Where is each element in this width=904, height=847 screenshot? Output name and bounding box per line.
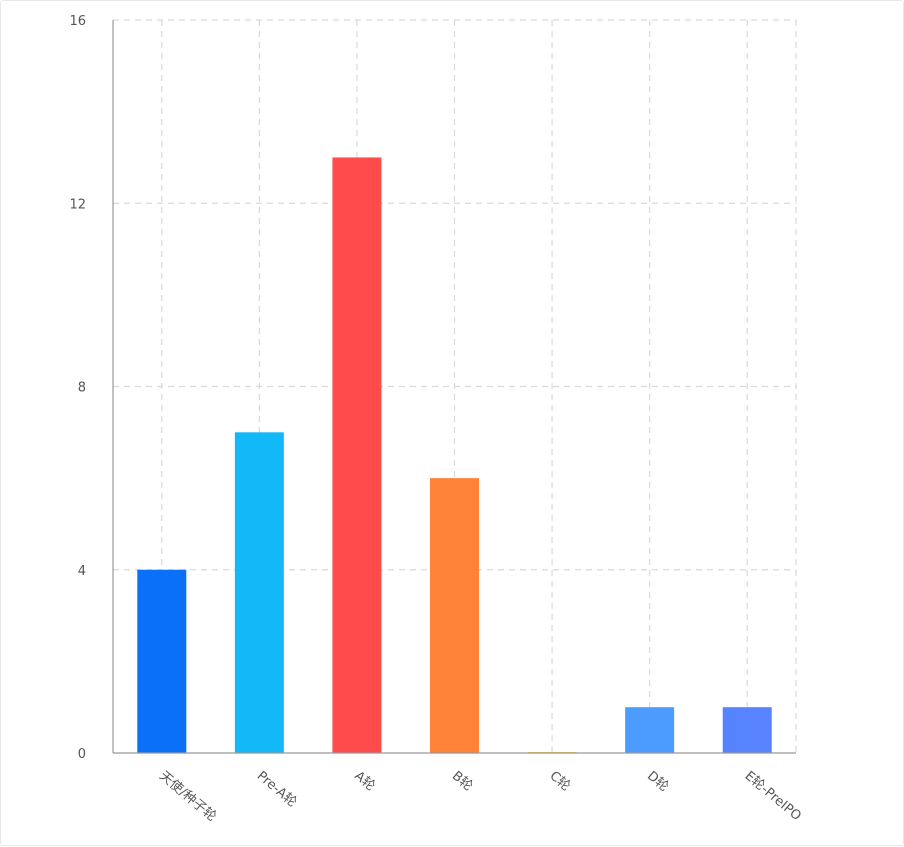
y-tick-label: 0 <box>78 747 86 762</box>
y-tick-label: 12 <box>69 197 86 212</box>
bar <box>625 707 675 753</box>
y-tick-label: 8 <box>78 381 86 396</box>
axes <box>112 20 796 754</box>
x-tick-label: C轮 <box>547 769 574 795</box>
bar <box>234 432 284 753</box>
x-tick-label: E轮-PreIPO <box>742 769 804 825</box>
bar <box>332 157 382 753</box>
y-tick-labels: 0 4 8 12 16 <box>69 14 86 762</box>
x-tick-label: A轮 <box>351 769 377 795</box>
x-tick-label: 天使/种子轮 <box>156 768 219 825</box>
bars <box>137 157 772 753</box>
x-tick-label: B轮 <box>449 769 475 795</box>
x-tick-labels: 天使/种子轮 Pre-A轮 A轮 B轮 C轮 D轮 E轮-PreIPO <box>156 768 804 825</box>
y-tick-label: 16 <box>69 14 86 29</box>
bar <box>430 478 479 753</box>
x-tick-label: D轮 <box>644 769 671 795</box>
bar <box>722 707 772 753</box>
x-tick-label: Pre-A轮 <box>254 769 300 811</box>
y-tick-label: 4 <box>78 564 86 579</box>
bar <box>137 569 187 753</box>
